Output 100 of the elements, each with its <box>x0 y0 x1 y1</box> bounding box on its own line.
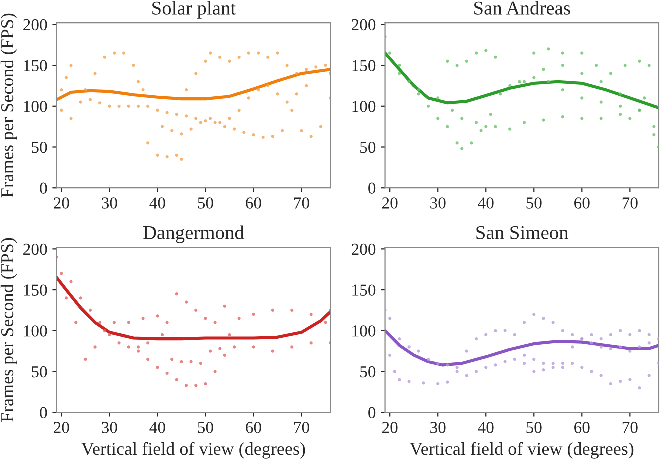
x-tick-label: 50 <box>198 422 214 434</box>
point <box>112 321 116 324</box>
x-tick-label: 40 <box>478 422 494 434</box>
y-tick-label: 200 <box>352 244 376 256</box>
x-axis-title: Vertical field of view (degrees) <box>82 442 306 459</box>
point <box>199 362 202 366</box>
y-tick-label: 100 <box>24 101 48 112</box>
y-tick-label: 0 <box>368 407 376 419</box>
point <box>204 317 208 320</box>
point <box>70 280 73 284</box>
point <box>194 308 198 312</box>
point <box>271 350 274 353</box>
y-tick-label: 50 <box>32 142 48 154</box>
point <box>146 342 150 345</box>
point <box>214 321 217 324</box>
y-tick-label: 50 <box>32 366 48 378</box>
y-tick-label: 200 <box>352 19 376 31</box>
point <box>103 329 106 332</box>
y-tick-label: 0 <box>40 407 48 419</box>
x-tick-label: 20 <box>54 198 70 209</box>
x-tick-label: 70 <box>294 198 310 209</box>
point <box>156 366 160 370</box>
point <box>252 312 256 316</box>
y-tick-label: 50 <box>360 366 376 378</box>
x-tick-label: 30 <box>430 422 446 434</box>
x-tick-label: 50 <box>198 198 214 209</box>
point <box>290 308 294 312</box>
y-tick-label: 0 <box>368 182 376 194</box>
point <box>136 346 140 349</box>
y-axis-title: Frames per Second (FPS) <box>0 14 18 198</box>
point <box>166 321 169 324</box>
point <box>118 342 121 345</box>
point <box>79 296 82 300</box>
y-tick-label: 150 <box>352 284 376 296</box>
x-tick-label: 30 <box>102 422 118 434</box>
chart-title: Solar plant <box>152 1 236 19</box>
point <box>175 378 178 382</box>
point <box>238 317 241 320</box>
x-tick-label: 60 <box>246 422 262 434</box>
point <box>223 304 226 308</box>
point <box>204 382 208 386</box>
y-tick-label: 200 <box>24 244 48 256</box>
y-tick-label: 150 <box>24 60 48 72</box>
y-tick-label: 100 <box>352 326 376 337</box>
point <box>184 300 188 304</box>
point <box>194 384 198 388</box>
point <box>127 346 130 349</box>
line-series <box>385 329 659 367</box>
point <box>94 346 97 349</box>
chart-title: San Simeon <box>476 226 569 240</box>
point <box>310 312 313 316</box>
point <box>127 321 130 324</box>
x-tick-label: 60 <box>246 198 262 209</box>
point <box>271 308 274 312</box>
x-tick-label: 20 <box>54 422 70 434</box>
x-tick-label: 50 <box>526 422 542 434</box>
x-tick-label: 40 <box>150 198 166 209</box>
point <box>180 360 184 364</box>
point <box>228 333 232 337</box>
x-tick-label: 40 <box>478 198 494 209</box>
y-tick-label: 50 <box>360 142 376 154</box>
x-axis-title: Vertical field of view (degrees) <box>410 442 634 459</box>
point <box>223 354 226 357</box>
point <box>175 292 178 296</box>
point <box>88 308 92 312</box>
line-series <box>56 276 331 341</box>
point <box>324 321 328 324</box>
point <box>252 346 256 349</box>
point <box>84 358 88 362</box>
y-tick-label: 100 <box>24 326 48 337</box>
x-tick-label: 30 <box>102 198 118 209</box>
y-tick-label: 150 <box>24 284 48 296</box>
x-tick-label: 50 <box>526 198 542 209</box>
y-tick-label: 100 <box>352 101 376 112</box>
y-axis-title: Frames per Second (FPS) <box>0 238 18 422</box>
line-series <box>56 68 331 102</box>
point <box>98 321 102 324</box>
x-tick-label: 20 <box>382 422 398 434</box>
point <box>142 317 145 320</box>
point <box>64 296 68 300</box>
point <box>146 358 150 362</box>
chart-title: San Andreas <box>474 1 570 15</box>
point <box>190 360 193 364</box>
point <box>108 333 112 337</box>
point <box>232 346 236 349</box>
x-tick-label: 40 <box>150 422 166 434</box>
point <box>218 347 222 350</box>
point <box>166 372 169 375</box>
point <box>290 346 294 349</box>
point <box>136 350 140 353</box>
point <box>170 358 174 362</box>
x-tick-label: 20 <box>382 198 398 209</box>
point <box>184 384 188 388</box>
y-tick-label: 0 <box>40 182 48 194</box>
y-tick-label: 150 <box>352 60 376 72</box>
point <box>60 272 64 276</box>
chart-title: Dangermond <box>144 226 244 244</box>
x-tick-label: 70 <box>622 198 638 209</box>
point <box>156 314 160 318</box>
x-tick-label: 60 <box>574 198 590 209</box>
